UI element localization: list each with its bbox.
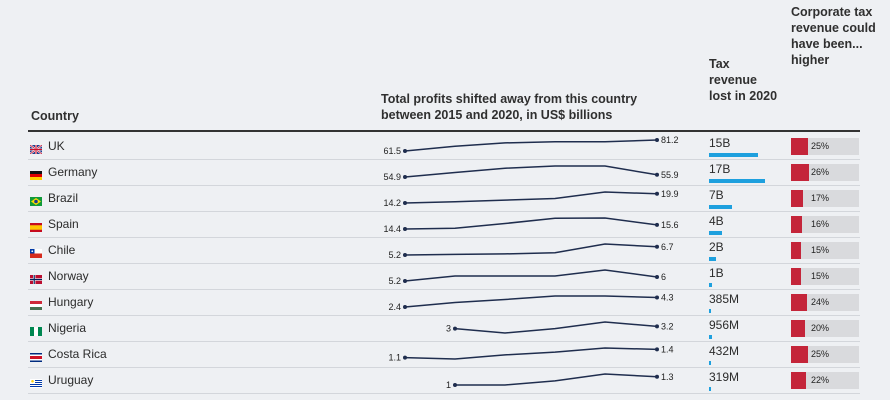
column-header-tax-lost: Tax revenue lost in 2020	[709, 57, 778, 103]
flag-cr-icon	[30, 349, 42, 362]
tax-lost-bar	[709, 387, 711, 391]
flag-de-icon	[30, 167, 42, 180]
table-row: Uruguay 319M 22%	[28, 368, 860, 394]
corp-tax-percent: 26%	[811, 167, 830, 177]
row-divider	[28, 185, 860, 186]
country-name: UK	[48, 139, 65, 153]
table-row: Chile 2B 15%	[28, 238, 860, 264]
country-name: Brazil	[48, 191, 79, 205]
corp-tax-bar-fill	[791, 346, 808, 363]
column-header-profits: Total profits shifted away from this cou…	[381, 92, 638, 122]
country-name: Hungary	[48, 295, 94, 309]
table-row: Brazil 7B 17%	[28, 186, 860, 212]
tax-lost-value: 956M	[709, 318, 740, 332]
row-divider	[28, 341, 860, 342]
corp-tax-percent: 15%	[811, 245, 830, 255]
country-name: Nigeria	[48, 321, 87, 335]
corp-tax-percent: 22%	[811, 375, 830, 385]
table-row: Norway 1B 15%	[28, 264, 860, 290]
flag-es-icon	[30, 219, 42, 232]
table-row: Costa Rica 432M 25%	[28, 342, 860, 368]
flag-uk-icon	[29, 141, 43, 155]
tax-lost-value: 15B	[709, 136, 731, 150]
corp-tax-bar-track: 15%	[791, 268, 859, 285]
column-header-country: Country	[31, 109, 79, 123]
corp-tax-bar-track: 16%	[791, 216, 859, 233]
row-divider	[28, 263, 860, 264]
row-divider	[28, 211, 860, 212]
flag-br-icon	[30, 193, 42, 206]
country-name: Norway	[48, 269, 89, 283]
corp-tax-bar-fill	[791, 268, 802, 285]
corp-tax-bar-track: 25%	[791, 138, 859, 155]
tax-lost-bar	[709, 231, 723, 235]
corp-tax-percent: 25%	[811, 141, 830, 151]
tax-lost-bar	[709, 153, 759, 157]
tax-lost-value: 319M	[709, 370, 740, 384]
corp-tax-percent: 24%	[811, 297, 830, 307]
flag-cl-icon	[30, 245, 42, 258]
country-name: Spain	[48, 217, 79, 231]
row-divider	[28, 237, 860, 238]
row-divider	[28, 393, 860, 394]
corp-tax-bar-track: 20%	[791, 320, 859, 337]
tax-lost-value: 17B	[709, 162, 731, 176]
row-divider	[28, 289, 860, 290]
corp-tax-bar-track: 26%	[791, 164, 859, 181]
corp-tax-bar-fill	[791, 294, 808, 311]
tax-lost-value: 385M	[709, 292, 740, 306]
corp-tax-bar-fill	[791, 320, 805, 337]
corp-tax-bar-track: 24%	[791, 294, 859, 311]
tax-lost-value: 432M	[709, 344, 740, 358]
corp-tax-percent: 25%	[811, 349, 830, 359]
flag-hu-icon	[30, 297, 42, 310]
tax-lost-bar	[709, 335, 713, 339]
tax-lost-value: 7B	[709, 188, 724, 202]
corp-tax-bar-track: 22%	[791, 372, 859, 389]
corp-tax-bar-fill	[791, 164, 809, 181]
table-row: Hungary 385M 24%	[28, 290, 860, 316]
country-name: Costa Rica	[48, 347, 107, 361]
table-row: Spain 4B 16%	[28, 212, 860, 238]
tax-lost-bar	[709, 309, 711, 313]
corp-tax-percent: 16%	[811, 219, 830, 229]
header-divider	[28, 130, 860, 132]
table-row: UK 15B 25%	[28, 134, 860, 160]
corp-tax-percent: 15%	[811, 271, 830, 281]
tax-lost-value: 1B	[709, 266, 724, 280]
row-divider	[28, 367, 860, 368]
tax-lost-value: 4B	[709, 214, 724, 228]
column-header-corporate-tax: Corporate tax revenue could have been...…	[791, 5, 876, 67]
tax-lost-bar	[709, 179, 765, 183]
corp-tax-percent: 20%	[811, 323, 830, 333]
row-divider	[28, 159, 860, 160]
country-name: Uruguay	[48, 373, 94, 387]
corp-tax-bar-fill	[791, 190, 803, 207]
flag-no-icon	[30, 271, 42, 284]
corp-tax-bar-track: 25%	[791, 346, 859, 363]
flag-ng-icon	[30, 323, 42, 336]
corp-tax-bar-fill	[791, 372, 806, 389]
tax-lost-bar	[709, 257, 716, 261]
corp-tax-percent: 17%	[811, 193, 830, 203]
corp-tax-bar-track: 15%	[791, 242, 859, 259]
corp-tax-bar-fill	[791, 242, 802, 259]
table-row: Nigeria 956M 20%	[28, 316, 860, 342]
tax-lost-value: 2B	[709, 240, 724, 254]
table-row: Germany 17B 26%	[28, 160, 860, 186]
corp-tax-bar-fill	[791, 138, 808, 155]
flag-uy-icon	[30, 375, 42, 388]
row-divider	[28, 315, 860, 316]
country-name: Chile	[48, 243, 76, 257]
tax-lost-bar	[709, 205, 733, 209]
corp-tax-bar-fill	[791, 216, 802, 233]
tax-lost-bar	[709, 361, 711, 365]
tax-lost-bar	[709, 283, 713, 287]
country-name: Germany	[48, 165, 98, 179]
corp-tax-bar-track: 17%	[791, 190, 859, 207]
